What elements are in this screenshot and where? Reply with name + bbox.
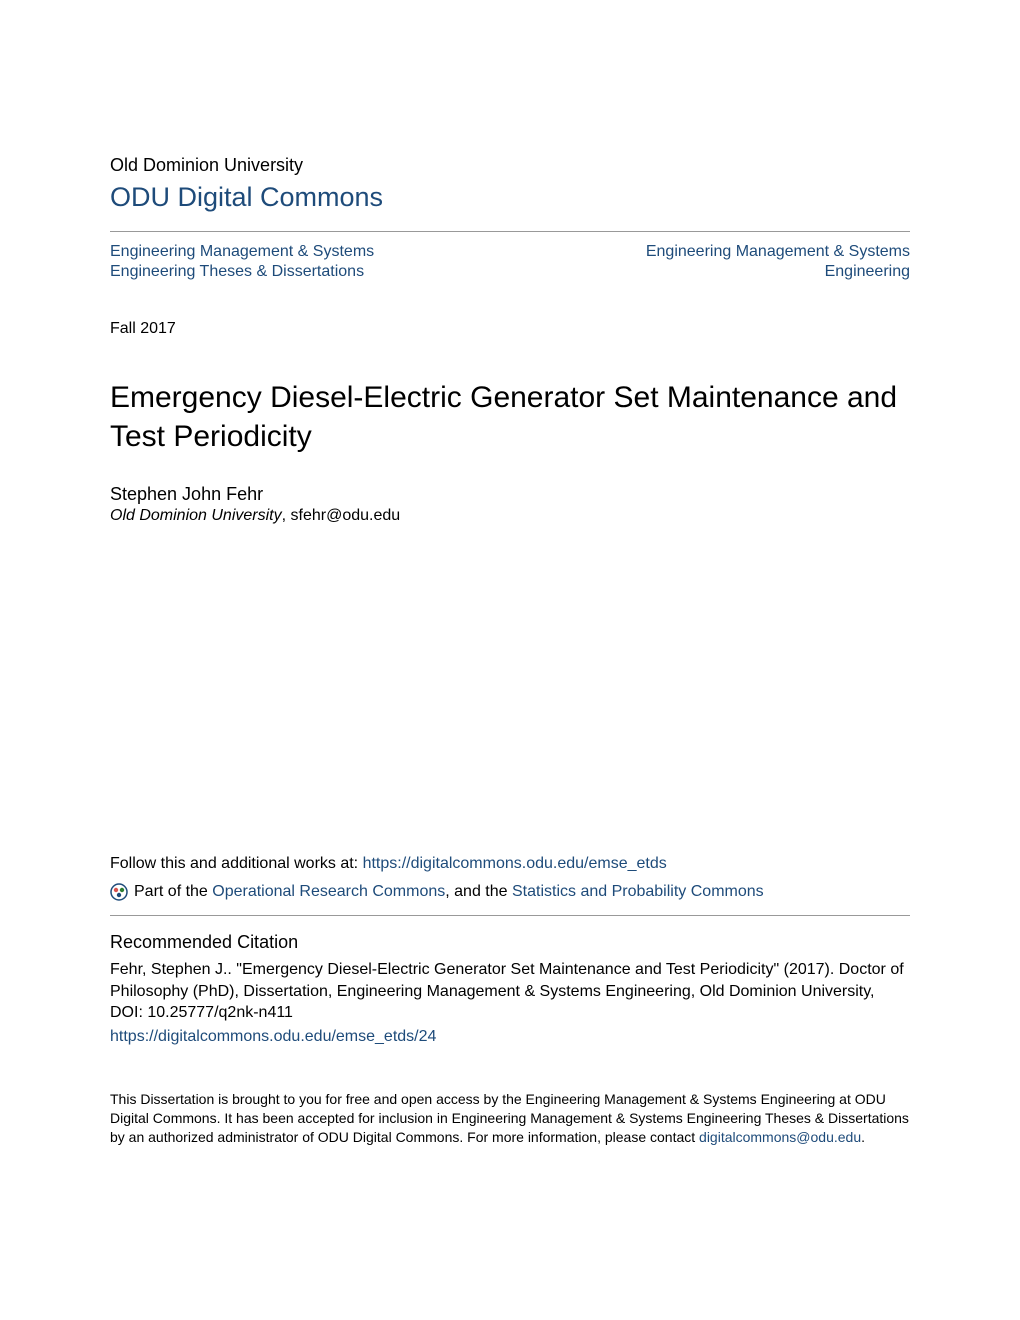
footer-text: This Dissertation is brought to you for …	[110, 1090, 910, 1147]
divider-bottom	[110, 915, 910, 916]
citation-link[interactable]: https://digitalcommons.odu.edu/emse_etds…	[110, 1028, 436, 1045]
header-block: Old Dominion University ODU Digital Comm…	[110, 155, 910, 213]
footer-after: .	[861, 1129, 865, 1145]
author-affiliation: Old Dominion University, sfehr@odu.edu	[110, 507, 910, 525]
nav-left-line1: Engineering Management & Systems	[110, 243, 374, 260]
publication-date: Fall 2017	[110, 320, 910, 338]
part-of-middle: , and the	[445, 883, 512, 900]
part-of-line: Part of the Operational Research Commons…	[110, 883, 910, 901]
follow-prefix: Follow this and additional works at:	[110, 855, 363, 872]
author-name: Stephen John Fehr	[110, 484, 910, 505]
nav-right-line2: Engineering	[825, 263, 910, 280]
department-link-right[interactable]: Engineering Management & Systems Enginee…	[646, 242, 910, 282]
digital-commons-link[interactable]: ODU Digital Commons	[110, 182, 910, 213]
collection-link-left[interactable]: Engineering Management & Systems Enginee…	[110, 242, 374, 282]
network-icon	[110, 883, 128, 901]
contact-email-link[interactable]: digitalcommons@odu.edu	[699, 1129, 861, 1145]
citation-heading: Recommended Citation	[110, 932, 910, 953]
commons-link-2[interactable]: Statistics and Probability Commons	[512, 883, 764, 900]
citation-text: Fehr, Stephen J.. "Emergency Diesel-Elec…	[110, 959, 910, 1024]
follow-url-link[interactable]: https://digitalcommons.odu.edu/emse_etds	[363, 855, 667, 872]
author-university: Old Dominion University	[110, 507, 282, 524]
nav-left-line2: Engineering Theses & Dissertations	[110, 263, 364, 280]
nav-right-line1: Engineering Management & Systems	[646, 243, 910, 260]
breadcrumb-nav: Engineering Management & Systems Enginee…	[110, 232, 910, 296]
university-name: Old Dominion University	[110, 155, 910, 176]
part-of-prefix: Part of the	[134, 883, 212, 900]
author-email: , sfehr@odu.edu	[282, 507, 401, 524]
page-title: Emergency Diesel-Electric Generator Set …	[110, 378, 910, 456]
spacer	[110, 525, 910, 855]
follow-line: Follow this and additional works at: htt…	[110, 855, 910, 873]
author-block: Stephen John Fehr Old Dominion Universit…	[110, 484, 910, 525]
commons-link-1[interactable]: Operational Research Commons	[212, 883, 445, 900]
